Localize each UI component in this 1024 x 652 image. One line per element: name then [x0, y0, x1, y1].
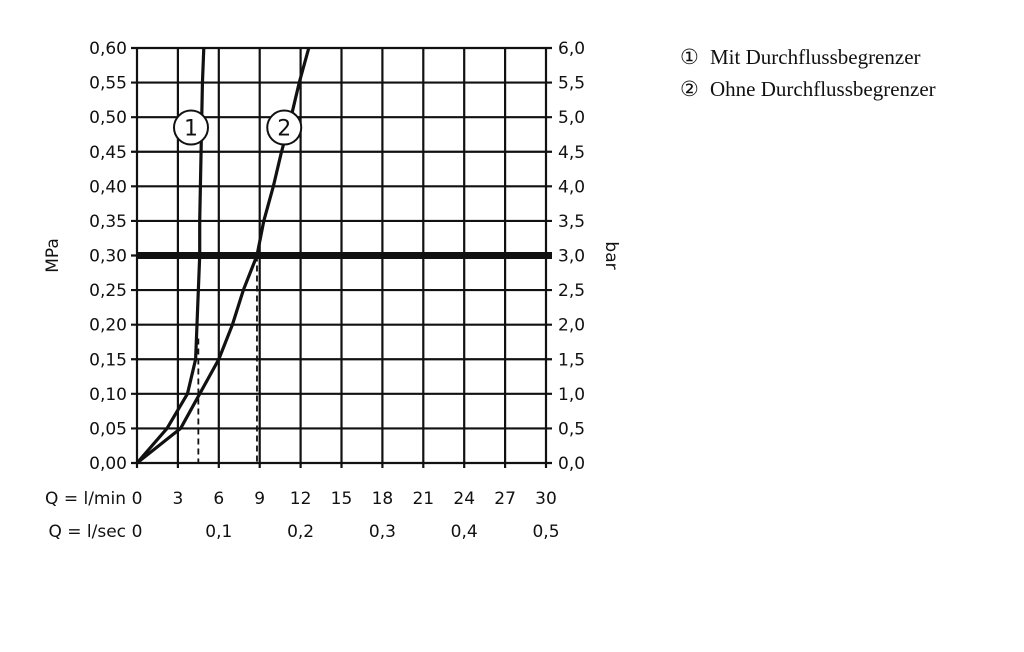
legend: ① Mit Durchflussbegrenzer ② Ohne Durchflus…: [680, 44, 940, 108]
y-tick-right: 2,0: [558, 316, 585, 336]
y-tick-left: 0,15: [89, 350, 127, 370]
x-tick-lsec: 0,4: [451, 522, 478, 542]
y-tick-left: 0,00: [89, 454, 127, 474]
x-tick-lmin: 24: [453, 489, 475, 509]
series-label-circle-1: [172, 109, 209, 146]
y-axis-label-left: MPa: [43, 238, 63, 273]
legend-item-1: ① Mit Durchflussbegrenzer: [680, 44, 940, 70]
x-tick-lsec: 0,1: [205, 522, 232, 542]
legend-num: ②: [680, 77, 699, 101]
y-tick-left: 0,10: [89, 385, 127, 405]
x-tick-lsec: 0,2: [287, 522, 314, 542]
y-tick-right: 2,5: [558, 281, 585, 301]
y-tick-left: 0,30: [89, 247, 127, 267]
legend-text: Mit Durchflussbegrenzer: [710, 45, 921, 69]
y-tick-right: 0,5: [558, 419, 585, 439]
legend-text: Ohne Durchflussbegrenzer: [710, 77, 936, 101]
series-label-circle-2: [266, 109, 303, 146]
y-tick-right: 5,0: [558, 108, 585, 128]
x-tick-lmin: 3: [172, 489, 183, 509]
legend-num: ①: [680, 45, 699, 69]
x-tick-lmin: 6: [213, 489, 224, 509]
y-tick-left: 0,20: [89, 316, 127, 336]
y-tick-right: 5,5: [558, 74, 585, 94]
y-tick-left: 0,25: [89, 281, 127, 301]
y-tick-left: 0,50: [89, 108, 127, 128]
y-tick-right: 1,5: [558, 350, 585, 370]
x-axis-label-lmin: Q = l/min: [45, 489, 126, 509]
y-tick-left: 0,40: [89, 177, 127, 197]
x-tick-lmin: 0: [132, 489, 143, 509]
series-label-1: 1: [184, 117, 198, 142]
x-tick-lsec: 0: [132, 522, 143, 542]
x-tick-lmin: 12: [290, 489, 312, 509]
y-tick-right: 4,0: [558, 177, 585, 197]
x-tick-lmin: 27: [494, 489, 516, 509]
y-tick-right: 3,5: [558, 212, 585, 232]
y-tick-left: 0,35: [89, 212, 127, 232]
y-tick-right: 6,0: [558, 39, 585, 59]
y-tick-right: 4,5: [558, 143, 585, 163]
x-tick-lmin: 30: [535, 489, 557, 509]
y-tick-right: 3,0: [558, 247, 585, 267]
y-tick-right: 1,0: [558, 385, 585, 405]
series-label-2: 2: [277, 117, 291, 142]
y-axis-label-right: bar: [601, 241, 621, 269]
y-tick-left: 0,05: [89, 419, 127, 439]
x-tick-lmin: 21: [412, 489, 434, 509]
y-tick-left: 0,55: [89, 74, 127, 94]
x-tick-lmin: 18: [372, 489, 394, 509]
x-tick-lmin: 9: [254, 489, 265, 509]
legend-item-2: ② Ohne Durchflussbegrenzer: [680, 76, 940, 102]
y-tick-right: 0,0: [558, 454, 585, 474]
y-tick-left: 0,60: [89, 39, 127, 59]
x-axis-label-lsec: Q = l/sec: [48, 522, 126, 542]
y-tick-left: 0,45: [89, 143, 127, 163]
x-tick-lsec: 0,5: [532, 522, 559, 542]
x-tick-lsec: 0,3: [369, 522, 396, 542]
x-tick-lmin: 15: [331, 489, 353, 509]
